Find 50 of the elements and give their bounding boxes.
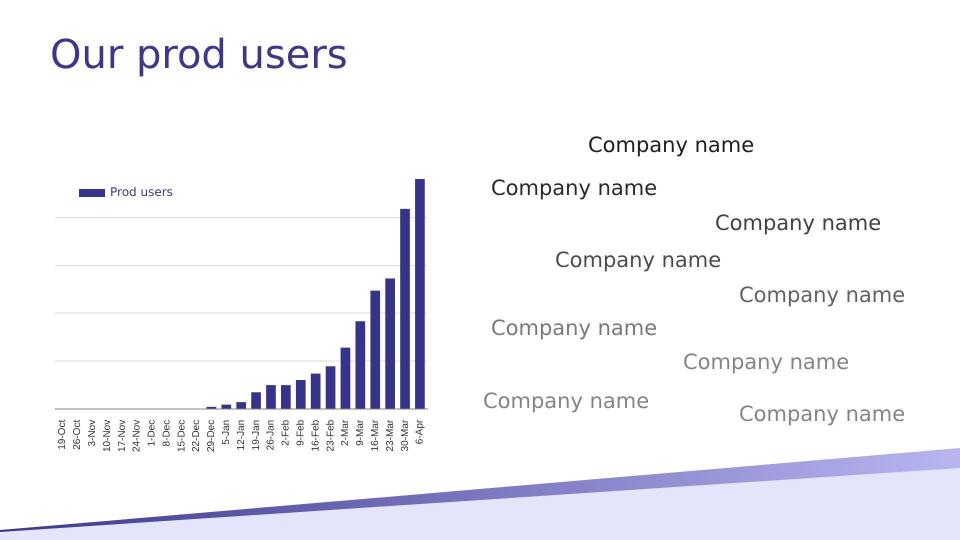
- bar: [385, 278, 395, 409]
- x-tick-label: 26-Oct: [72, 420, 84, 450]
- bar: [236, 402, 246, 409]
- text: Company name: [739, 402, 906, 426]
- text: Company name: [483, 389, 650, 413]
- x-tick-label: 2-Mar: [340, 419, 352, 446]
- x-tick-label: 22-Dec: [191, 420, 202, 452]
- text: Company name: [491, 316, 658, 340]
- bar: [296, 380, 306, 409]
- bar: [326, 366, 336, 409]
- x-tick-label: 29-Dec: [206, 420, 218, 452]
- text: Company name: [491, 176, 658, 200]
- x-tick-label: 19-Jan: [250, 420, 262, 450]
- x-tick-label: 12-Jan: [236, 420, 247, 450]
- x-tick-label: 9-Feb: [296, 419, 307, 446]
- x-tick-label: 17-Nov: [116, 420, 128, 452]
- bar: [281, 385, 291, 409]
- x-tick-label: 26-Jan: [266, 420, 277, 450]
- x-tick-label: 10-Nov: [102, 420, 113, 452]
- bar: [266, 385, 276, 409]
- bar: [370, 290, 380, 409]
- x-tick-label: 5-Jan: [221, 420, 232, 445]
- bar: [356, 321, 366, 409]
- bar: [221, 404, 232, 409]
- x-tick-label: 23-Feb: [325, 419, 336, 452]
- x-tick-label: 9-Mar: [355, 419, 366, 446]
- bar: [340, 348, 350, 409]
- text: Company name: [715, 211, 882, 235]
- x-tick-label: 30-Mar: [400, 419, 411, 452]
- text: Company name: [683, 350, 850, 374]
- x-tick-label: 16-Mar: [370, 419, 381, 452]
- x-tick-label: 24-Nov: [132, 420, 143, 452]
- x-tick-label: 2-Feb: [280, 419, 292, 446]
- bar: [251, 392, 261, 409]
- text: Company name: [588, 133, 754, 157]
- x-tick-label: 19-Oct: [57, 420, 68, 450]
- text: Company name: [555, 248, 722, 272]
- x-tick-label: 15-Dec: [176, 420, 188, 452]
- chart-title: Our prod users: [50, 32, 348, 78]
- x-tick-label: 16-Feb: [310, 419, 322, 452]
- x-tick-label: 6-Apr: [414, 419, 426, 444]
- text: Company name: [739, 283, 906, 307]
- bar: [415, 178, 425, 409]
- bar: [310, 374, 320, 409]
- x-tick-label: 1-Dec: [146, 420, 158, 446]
- x-tick-label: 3-Nov: [86, 420, 98, 446]
- x-tick-label: 23-Mar: [384, 419, 396, 452]
- x-tick-label: 8-Dec: [161, 420, 172, 446]
- legend-label: Prod users: [110, 185, 173, 200]
- bar: [400, 208, 410, 409]
